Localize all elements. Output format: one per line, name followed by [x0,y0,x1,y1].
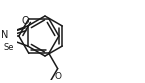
Text: O: O [54,72,61,81]
Text: N: N [1,30,8,40]
Text: Se: Se [4,43,14,52]
Text: O: O [21,16,29,26]
